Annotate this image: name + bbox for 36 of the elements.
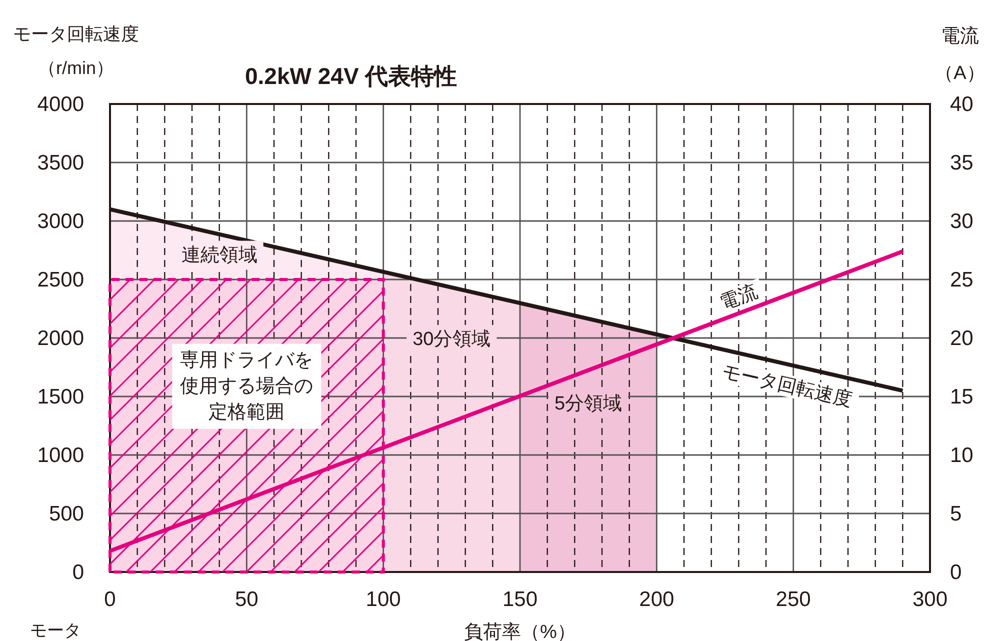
y2-tick-label: 35: [950, 152, 974, 174]
y-axis-title: モータ回転速度（r/min）: [13, 24, 139, 78]
text: モータ: [30, 621, 81, 640]
y-tick-label: 0: [72, 561, 84, 584]
y-tick-label: 4000: [37, 93, 84, 116]
x-tick-label: 100: [366, 588, 401, 611]
x-tick-label: 300: [912, 588, 948, 611]
text: モータ回転速度: [720, 360, 854, 412]
y2-tick-label: 0: [950, 561, 962, 584]
annotation: 5分領域: [554, 393, 622, 414]
y-tick-label: 3000: [37, 210, 84, 233]
y2-tick-label: 40: [950, 93, 974, 116]
y-tick-label: 1500: [37, 386, 84, 408]
y-tick-label: 2500: [37, 268, 84, 292]
x-tick-label: 250: [776, 588, 811, 611]
x-tick-label: 150: [502, 588, 538, 611]
y-tick-label: 1000: [37, 444, 84, 467]
y-tick-label: 3500: [37, 152, 84, 174]
y2-axis-title: 電流（A）: [934, 25, 986, 84]
x-tick-label: 50: [234, 588, 258, 611]
chart-title: 0.2kW 24V 代表特性: [245, 63, 458, 89]
y2-tick-label: 30: [950, 210, 974, 233]
annotation: 専用ドライバを使用する場合の定格範囲: [180, 350, 314, 423]
y2-tick-label: 15: [950, 386, 974, 408]
y2-tick-label: 10: [950, 444, 974, 467]
x-tick-label: 200: [639, 588, 674, 611]
x-tick-label: 0: [104, 588, 116, 611]
y-tick-label: 500: [48, 502, 84, 526]
y2-tick-label: 5: [950, 502, 962, 526]
annotation: 連続領域: [181, 244, 258, 266]
text: 電流: [717, 280, 760, 314]
annotation: 30分領域: [412, 329, 491, 350]
y2-tick-label: 25: [950, 268, 974, 292]
y2-tick-label: 20: [950, 327, 974, 350]
x-axis-title: 負荷率（%）: [464, 621, 576, 641]
y-tick-label: 2000: [37, 327, 84, 350]
